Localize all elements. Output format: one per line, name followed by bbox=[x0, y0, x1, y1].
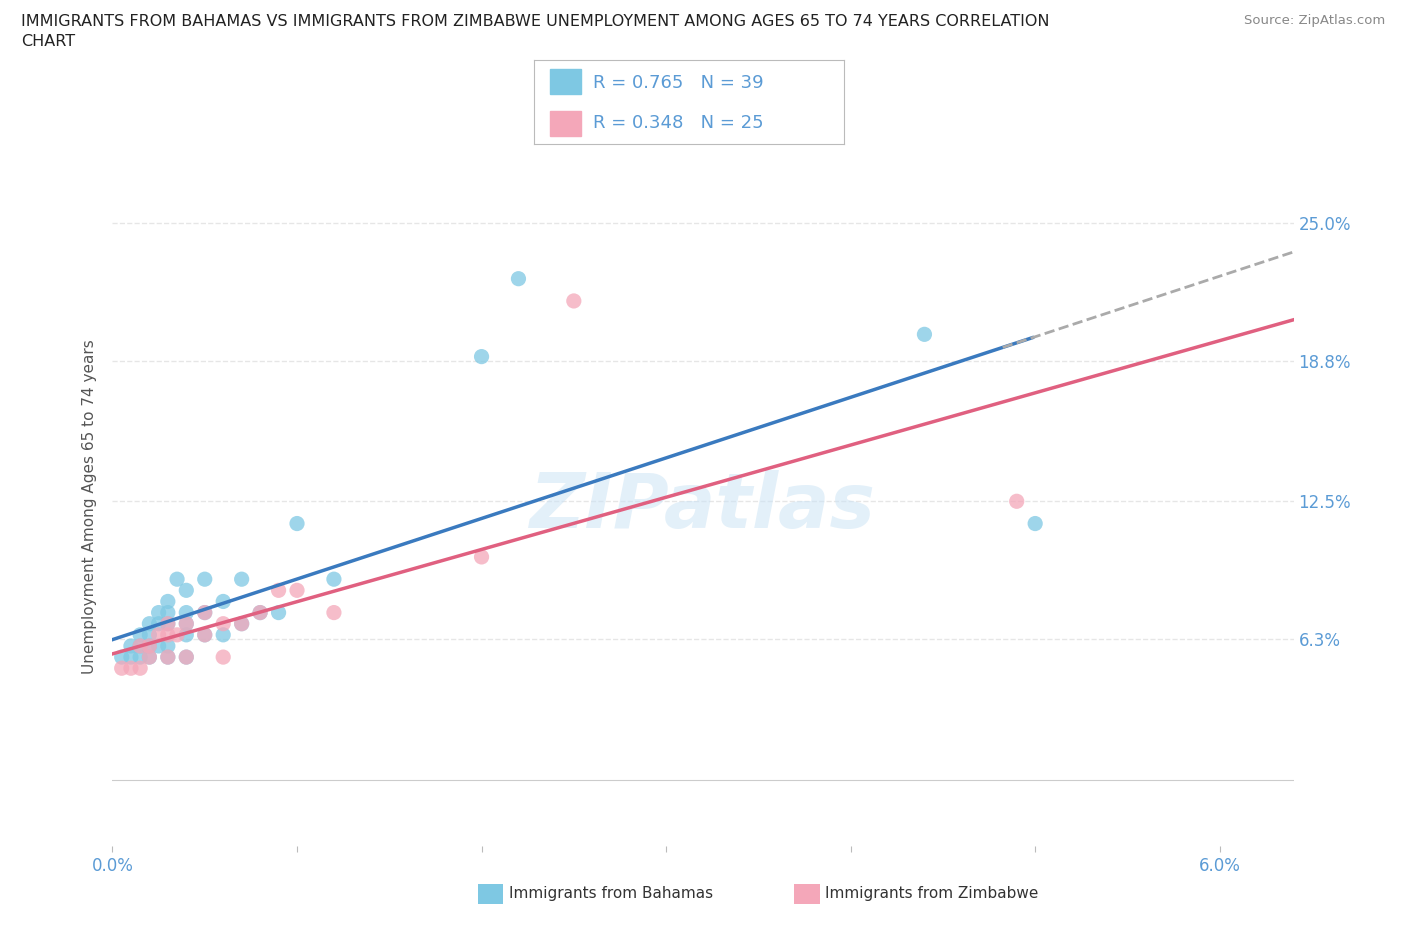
Point bbox=[562, 294, 585, 309]
Point bbox=[129, 639, 152, 654]
Point bbox=[174, 650, 197, 665]
Point bbox=[231, 617, 253, 631]
Text: R = 0.348   N = 25: R = 0.348 N = 25 bbox=[593, 114, 763, 132]
Text: Immigrants from Zimbabwe: Immigrants from Zimbabwe bbox=[825, 886, 1039, 901]
Point bbox=[174, 650, 197, 665]
Point bbox=[212, 617, 235, 631]
Point bbox=[129, 661, 152, 676]
Point bbox=[148, 639, 170, 654]
Point bbox=[156, 617, 179, 631]
Point bbox=[194, 628, 217, 643]
Point bbox=[138, 639, 160, 654]
Y-axis label: Unemployment Among Ages 65 to 74 years: Unemployment Among Ages 65 to 74 years bbox=[82, 339, 97, 674]
Point bbox=[138, 617, 160, 631]
Text: Source: ZipAtlas.com: Source: ZipAtlas.com bbox=[1244, 14, 1385, 27]
Point bbox=[111, 650, 134, 665]
Point bbox=[138, 650, 160, 665]
Text: Immigrants from Bahamas: Immigrants from Bahamas bbox=[509, 886, 713, 901]
Point bbox=[138, 628, 160, 643]
Point bbox=[212, 628, 235, 643]
Point bbox=[174, 583, 197, 598]
Point bbox=[166, 628, 188, 643]
Point bbox=[166, 572, 188, 587]
Point bbox=[267, 583, 290, 598]
Text: R = 0.765   N = 39: R = 0.765 N = 39 bbox=[593, 74, 763, 92]
Point bbox=[148, 617, 170, 631]
Point bbox=[323, 572, 346, 587]
Point bbox=[285, 516, 308, 531]
Point bbox=[156, 617, 179, 631]
Point bbox=[470, 349, 494, 364]
Point bbox=[111, 661, 134, 676]
Point bbox=[138, 650, 160, 665]
Point bbox=[174, 617, 197, 631]
Point bbox=[194, 605, 217, 620]
Point bbox=[231, 572, 253, 587]
Point bbox=[120, 650, 142, 665]
Point bbox=[148, 605, 170, 620]
Point bbox=[249, 605, 271, 620]
Point bbox=[1024, 516, 1046, 531]
Point bbox=[156, 650, 179, 665]
Point bbox=[174, 605, 197, 620]
Point bbox=[129, 650, 152, 665]
Point bbox=[212, 594, 235, 609]
Point bbox=[231, 617, 253, 631]
Point bbox=[194, 572, 217, 587]
Point bbox=[285, 583, 308, 598]
Point bbox=[194, 605, 217, 620]
Point bbox=[120, 661, 142, 676]
Point bbox=[138, 639, 160, 654]
Point bbox=[267, 605, 290, 620]
Point bbox=[1005, 494, 1028, 509]
Point bbox=[156, 594, 179, 609]
Point bbox=[156, 639, 179, 654]
Point bbox=[174, 617, 197, 631]
Point bbox=[249, 605, 271, 620]
Point bbox=[129, 639, 152, 654]
Bar bbox=[550, 111, 581, 136]
Point bbox=[194, 628, 217, 643]
Point bbox=[148, 628, 170, 643]
Text: IMMIGRANTS FROM BAHAMAS VS IMMIGRANTS FROM ZIMBABWE UNEMPLOYMENT AMONG AGES 65 T: IMMIGRANTS FROM BAHAMAS VS IMMIGRANTS FR… bbox=[21, 14, 1050, 48]
Point bbox=[156, 650, 179, 665]
Point bbox=[470, 550, 494, 565]
Bar bbox=[550, 69, 581, 94]
Point bbox=[156, 628, 179, 643]
Point bbox=[120, 639, 142, 654]
Point bbox=[174, 628, 197, 643]
Point bbox=[914, 327, 936, 342]
Point bbox=[129, 628, 152, 643]
Point bbox=[212, 650, 235, 665]
Point bbox=[323, 605, 346, 620]
Text: ZIPatlas: ZIPatlas bbox=[530, 470, 876, 544]
Point bbox=[156, 605, 179, 620]
Point bbox=[508, 272, 530, 286]
